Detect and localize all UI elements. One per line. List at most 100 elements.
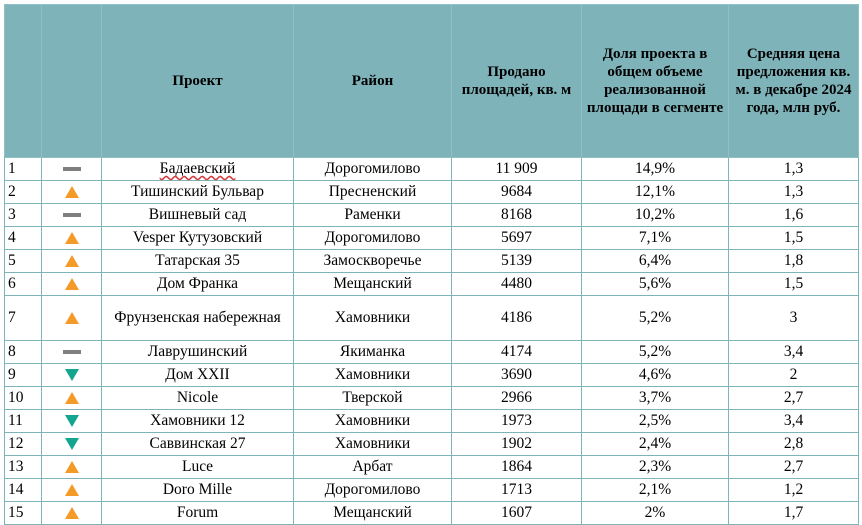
sold-area: 4480 bbox=[451, 272, 582, 296]
district-name: Якиманка bbox=[293, 340, 452, 364]
triangle-up-icon bbox=[64, 232, 79, 245]
district-name: Хамовники bbox=[293, 432, 452, 456]
price-value-text: 1,8 bbox=[783, 252, 804, 269]
table-row: 12 Саввинская 27 Хамовники 1902 2,4% 2,8 bbox=[4, 432, 859, 456]
project-name-text: Лаврушинский bbox=[147, 343, 248, 360]
table-row: 5 Татарская 35 Замоскворечье 5139 6,4% 1,8 bbox=[4, 249, 859, 273]
price-value: 3,4 bbox=[728, 340, 859, 364]
district-name-text: Хамовники bbox=[334, 366, 411, 383]
project-name-text: Дом Франка bbox=[156, 275, 239, 292]
project-name-text: Nicole bbox=[176, 389, 219, 406]
table-row: 15 Forum Мещанский 1607 2% 1,7 bbox=[4, 501, 859, 525]
row-number: 3 bbox=[4, 203, 42, 227]
row-number-text: 4 bbox=[8, 229, 16, 246]
share-value-text: 2,5% bbox=[638, 412, 672, 429]
share-value: 2,3% bbox=[581, 455, 729, 479]
sold-area: 1973 bbox=[451, 409, 582, 433]
project-name-text: Luce bbox=[182, 458, 213, 475]
header-price: Средняя цена предложения кв. м. в декабр… bbox=[728, 4, 859, 158]
district-name: Пресненский bbox=[293, 180, 452, 204]
project-name-text: Бадаевский bbox=[159, 160, 236, 177]
project-name: Дом Франка bbox=[101, 272, 294, 296]
project-name: Дом XXII bbox=[101, 363, 294, 387]
sold-area: 11 909 bbox=[451, 157, 582, 181]
project-name-text: Forum bbox=[176, 504, 219, 521]
sold-area-text: 1973 bbox=[501, 412, 532, 429]
sold-area: 5139 bbox=[451, 249, 582, 273]
district-name: Тверской bbox=[293, 386, 452, 410]
sold-area: 1713 bbox=[451, 478, 582, 502]
district-name-text: Мещанский bbox=[333, 504, 412, 521]
header-trend bbox=[41, 4, 102, 158]
row-number: 11 bbox=[4, 409, 42, 433]
triangle-up-icon bbox=[64, 507, 79, 520]
sold-area-text: 3690 bbox=[501, 366, 532, 383]
sold-area: 1902 bbox=[451, 432, 582, 456]
share-value: 2,5% bbox=[581, 409, 729, 433]
row-number: 5 bbox=[4, 249, 42, 273]
triangle-down-icon bbox=[64, 369, 79, 382]
price-value-text: 1,2 bbox=[783, 481, 804, 498]
price-value-text: 1,5 bbox=[783, 275, 804, 292]
sold-area: 3690 bbox=[451, 363, 582, 387]
price-value: 2,7 bbox=[728, 455, 859, 479]
row-number-text: 2 bbox=[8, 183, 16, 200]
row-number-text: 12 bbox=[8, 435, 24, 452]
row-number: 6 bbox=[4, 272, 42, 296]
share-value-text: 14,9% bbox=[634, 160, 676, 177]
price-value-text: 1,5 bbox=[783, 229, 804, 246]
sold-area-text: 1902 bbox=[501, 435, 532, 452]
sold-area: 8168 bbox=[451, 203, 582, 227]
price-value-text: 1,7 bbox=[783, 504, 804, 521]
table-row: 9 Дом XXII Хамовники 3690 4,6% 2 bbox=[4, 363, 859, 387]
district-name: Замоскворечье bbox=[293, 249, 452, 273]
header-row: Проект Район Продано площадей, кв. м Дол… bbox=[4, 4, 859, 158]
projects-table: Проект Район Продано площадей, кв. м Дол… bbox=[4, 4, 859, 525]
project-name-text: Хамовники 12 bbox=[150, 412, 245, 429]
district-name-text: Пресненский bbox=[328, 183, 417, 200]
price-value: 3,4 bbox=[728, 409, 859, 433]
row-number-text: 7 bbox=[8, 309, 16, 326]
trend-cell bbox=[41, 409, 102, 433]
sold-area-text: 4480 bbox=[501, 275, 532, 292]
table-body: 1 Бадаевский Дорогомилово 11 909 14,9% 1,3 2 Ти… bbox=[4, 157, 859, 525]
sold-area-text: 1607 bbox=[501, 504, 532, 521]
triangle-up-icon bbox=[64, 461, 79, 474]
price-value: 1,3 bbox=[728, 157, 859, 181]
trend-cell bbox=[41, 157, 102, 181]
share-value: 6,4% bbox=[581, 249, 729, 273]
share-value: 7,1% bbox=[581, 226, 729, 250]
share-value: 14,9% bbox=[581, 157, 729, 181]
table-row: 4 Vesper Кутузовский Дорогомилово 5697 7,1% 1… bbox=[4, 226, 859, 250]
district-name-text: Дорогомилово bbox=[324, 481, 421, 498]
sold-area-text: 5697 bbox=[501, 229, 532, 246]
project-name-text: Doro Mille bbox=[162, 481, 233, 498]
project-name: Forum bbox=[101, 501, 294, 525]
project-name: Лаврушинский bbox=[101, 340, 294, 364]
sold-area: 2966 bbox=[451, 386, 582, 410]
sold-area: 4174 bbox=[451, 340, 582, 364]
project-name-text: Фрунзенская набережная bbox=[114, 309, 281, 326]
row-number-text: 13 bbox=[8, 458, 24, 475]
row-number: 7 bbox=[4, 295, 42, 341]
share-value: 5,2% bbox=[581, 340, 729, 364]
triangle-up-icon bbox=[64, 392, 79, 405]
row-number: 12 bbox=[4, 432, 42, 456]
header-number bbox=[4, 4, 42, 158]
price-value-text: 2 bbox=[789, 366, 798, 383]
share-value: 5,6% bbox=[581, 272, 729, 296]
district-name: Мещанский bbox=[293, 272, 452, 296]
trend-cell bbox=[41, 295, 102, 341]
row-number: 9 bbox=[4, 363, 42, 387]
triangle-up-icon bbox=[64, 312, 79, 325]
district-name: Хамовники bbox=[293, 363, 452, 387]
table-row: 6 Дом Франка Мещанский 4480 5,6% 1,5 bbox=[4, 272, 859, 296]
row-number: 13 bbox=[4, 455, 42, 479]
project-name: Luce bbox=[101, 455, 294, 479]
project-name: Хамовники 12 bbox=[101, 409, 294, 433]
price-value-text: 3 bbox=[789, 309, 798, 326]
district-name-text: Тверской bbox=[342, 389, 403, 406]
share-value: 3,7% bbox=[581, 386, 729, 410]
price-value: 1,3 bbox=[728, 180, 859, 204]
row-number-text: 14 bbox=[8, 481, 24, 498]
